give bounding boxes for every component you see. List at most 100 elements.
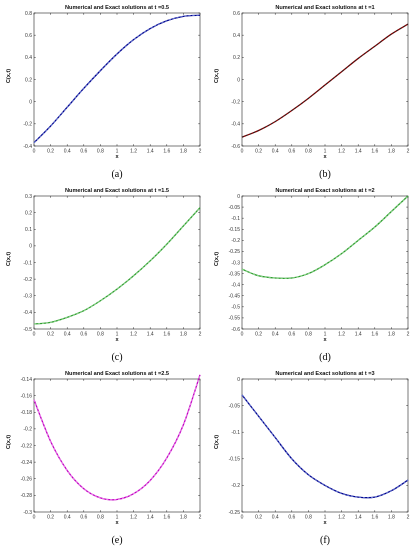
x-tick-label: 0.8 xyxy=(305,332,312,338)
chart-e: Numerical and Exact solutions at t =2.5 … xyxy=(6,371,202,546)
y-tick-label: -0.28 xyxy=(21,493,33,499)
chart-title: Numerical and Exact solutions at t =0.5 xyxy=(65,5,169,11)
y-tick-label: -0.05 xyxy=(229,205,241,211)
x-tick-label: 1 xyxy=(324,149,327,155)
y-axis-label: C(x,t) xyxy=(214,435,220,449)
panel-caption: (c) xyxy=(111,352,122,363)
x-tick-label: 0 xyxy=(33,332,36,338)
x-tick-label: 1.8 xyxy=(388,149,395,155)
x-axis-label: x xyxy=(323,154,327,160)
x-tick-label: 0.2 xyxy=(255,515,262,521)
x-tick-label: 0.6 xyxy=(80,515,87,521)
y-tick-label: -0.5 xyxy=(231,305,240,311)
y-tick-label: -0.2 xyxy=(231,483,240,489)
y-tick-label: 0 xyxy=(237,377,240,383)
y-tick-label: -0.1 xyxy=(231,216,240,222)
x-tick-label: 1.6 xyxy=(371,515,378,521)
y-tick-label: 0 xyxy=(29,244,32,250)
x-tick-label: 1.4 xyxy=(147,332,154,338)
y-tick-label: -0.26 xyxy=(21,477,33,483)
exact-solution-line xyxy=(241,195,409,280)
y-tick-label: -0.2 xyxy=(23,427,32,433)
x-tick-label: 1.2 xyxy=(130,515,137,521)
x-tick-label: 0.2 xyxy=(47,149,54,155)
y-tick-label: -0.15 xyxy=(229,227,241,233)
x-tick-label: 2 xyxy=(407,332,410,338)
y-tick-label: -0.25 xyxy=(229,249,241,255)
x-tick-label: 0.4 xyxy=(272,515,279,521)
panel-c: Numerical and Exact solutions at t =1.5 … xyxy=(0,183,208,366)
x-tick-label: 0.2 xyxy=(255,149,262,155)
y-tick-label: -0.3 xyxy=(231,260,240,266)
plot-frame xyxy=(33,195,201,330)
x-axis-label: x xyxy=(115,154,119,160)
x-tick-label: 1.4 xyxy=(355,515,362,521)
y-tick-label: -0.18 xyxy=(21,410,33,416)
x-tick-label: 0 xyxy=(241,515,244,521)
x-tick-label: 1.6 xyxy=(371,332,378,338)
y-axis-label: C(x,t) xyxy=(6,69,12,83)
x-tick-label: 1.4 xyxy=(147,515,154,521)
x-tick-label: 1.4 xyxy=(355,332,362,338)
x-tick-label: 1.8 xyxy=(388,515,395,521)
x-tick-label: 0.6 xyxy=(288,149,295,155)
x-tick-label: 2 xyxy=(407,149,410,155)
panel-caption: (d) xyxy=(319,352,331,363)
x-tick-label: 1.4 xyxy=(147,149,154,155)
y-tick-label: -0.22 xyxy=(21,443,33,449)
y-tick-label: -0.1 xyxy=(231,430,240,436)
y-tick-label: -0.2 xyxy=(23,122,32,128)
x-tick-label: 0.4 xyxy=(272,332,279,338)
panel-f: Numerical and Exact solutions at t =3 C(… xyxy=(208,366,416,549)
y-tick-label: -0.4 xyxy=(23,144,32,150)
x-tick-label: 0.8 xyxy=(97,515,104,521)
x-tick-label: 1 xyxy=(116,332,119,338)
chart-b: Numerical and Exact solutions at t =1 C(… xyxy=(214,5,410,180)
x-axis-label: x xyxy=(323,520,327,526)
chart-title: Numerical and Exact solutions at t =2.5 xyxy=(65,371,169,377)
y-tick-label: 0 xyxy=(29,99,32,105)
x-tick-label: 0.6 xyxy=(80,332,87,338)
y-tick-label: -0.2 xyxy=(231,99,240,105)
x-tick-label: 0.4 xyxy=(272,149,279,155)
x-tick-label: 0.8 xyxy=(305,149,312,155)
y-tick-label: 0.6 xyxy=(25,33,32,39)
x-axis-label: x xyxy=(115,520,119,526)
x-tick-label: 0.8 xyxy=(97,332,104,338)
x-tick-label: 0.6 xyxy=(80,149,87,155)
y-tick-label: 0.2 xyxy=(25,77,32,83)
chart-title: Numerical and Exact solutions at t =3 xyxy=(275,371,374,377)
y-tick-label: 0 xyxy=(237,194,240,200)
x-tick-label: 1.2 xyxy=(338,149,345,155)
y-tick-label: -0.35 xyxy=(229,271,241,277)
x-tick-label: 0 xyxy=(33,149,36,155)
numerical-solution-line xyxy=(241,23,409,138)
x-tick-label: 1.6 xyxy=(163,332,170,338)
x-tick-label: 0.8 xyxy=(305,515,312,521)
x-tick-label: 1.6 xyxy=(371,149,378,155)
numerical-solution-line xyxy=(33,207,201,325)
y-tick-label: -0.1 xyxy=(23,260,32,266)
x-tick-label: 0.2 xyxy=(47,332,54,338)
exact-solution-line xyxy=(33,207,201,325)
y-axis-label: C(x,t) xyxy=(214,69,220,83)
y-tick-label: -0.16 xyxy=(21,393,33,399)
x-axis-label: x xyxy=(115,337,119,343)
y-tick-label: -0.4 xyxy=(23,310,32,316)
y-axis-label: C(x,t) xyxy=(214,252,220,266)
chart-title: Numerical and Exact solutions at t =2 xyxy=(275,188,374,194)
y-tick-label: -0.14 xyxy=(21,377,33,383)
panel-b: Numerical and Exact solutions at t =1 C(… xyxy=(208,0,416,183)
y-tick-label: -0.6 xyxy=(231,327,240,333)
x-tick-label: 1.2 xyxy=(130,332,137,338)
y-tick-label: -0.2 xyxy=(23,277,32,283)
panel-caption: (e) xyxy=(111,535,122,546)
x-tick-label: 1 xyxy=(324,515,327,521)
x-tick-label: 1.8 xyxy=(388,332,395,338)
x-tick-label: 2 xyxy=(199,515,202,521)
y-axis-label: C(x,t) xyxy=(6,252,12,266)
y-tick-label: 0.2 xyxy=(233,55,240,61)
y-tick-label: -0.4 xyxy=(231,122,240,128)
y-tick-label: -0.3 xyxy=(23,510,32,516)
exact-solution-line xyxy=(33,14,201,144)
